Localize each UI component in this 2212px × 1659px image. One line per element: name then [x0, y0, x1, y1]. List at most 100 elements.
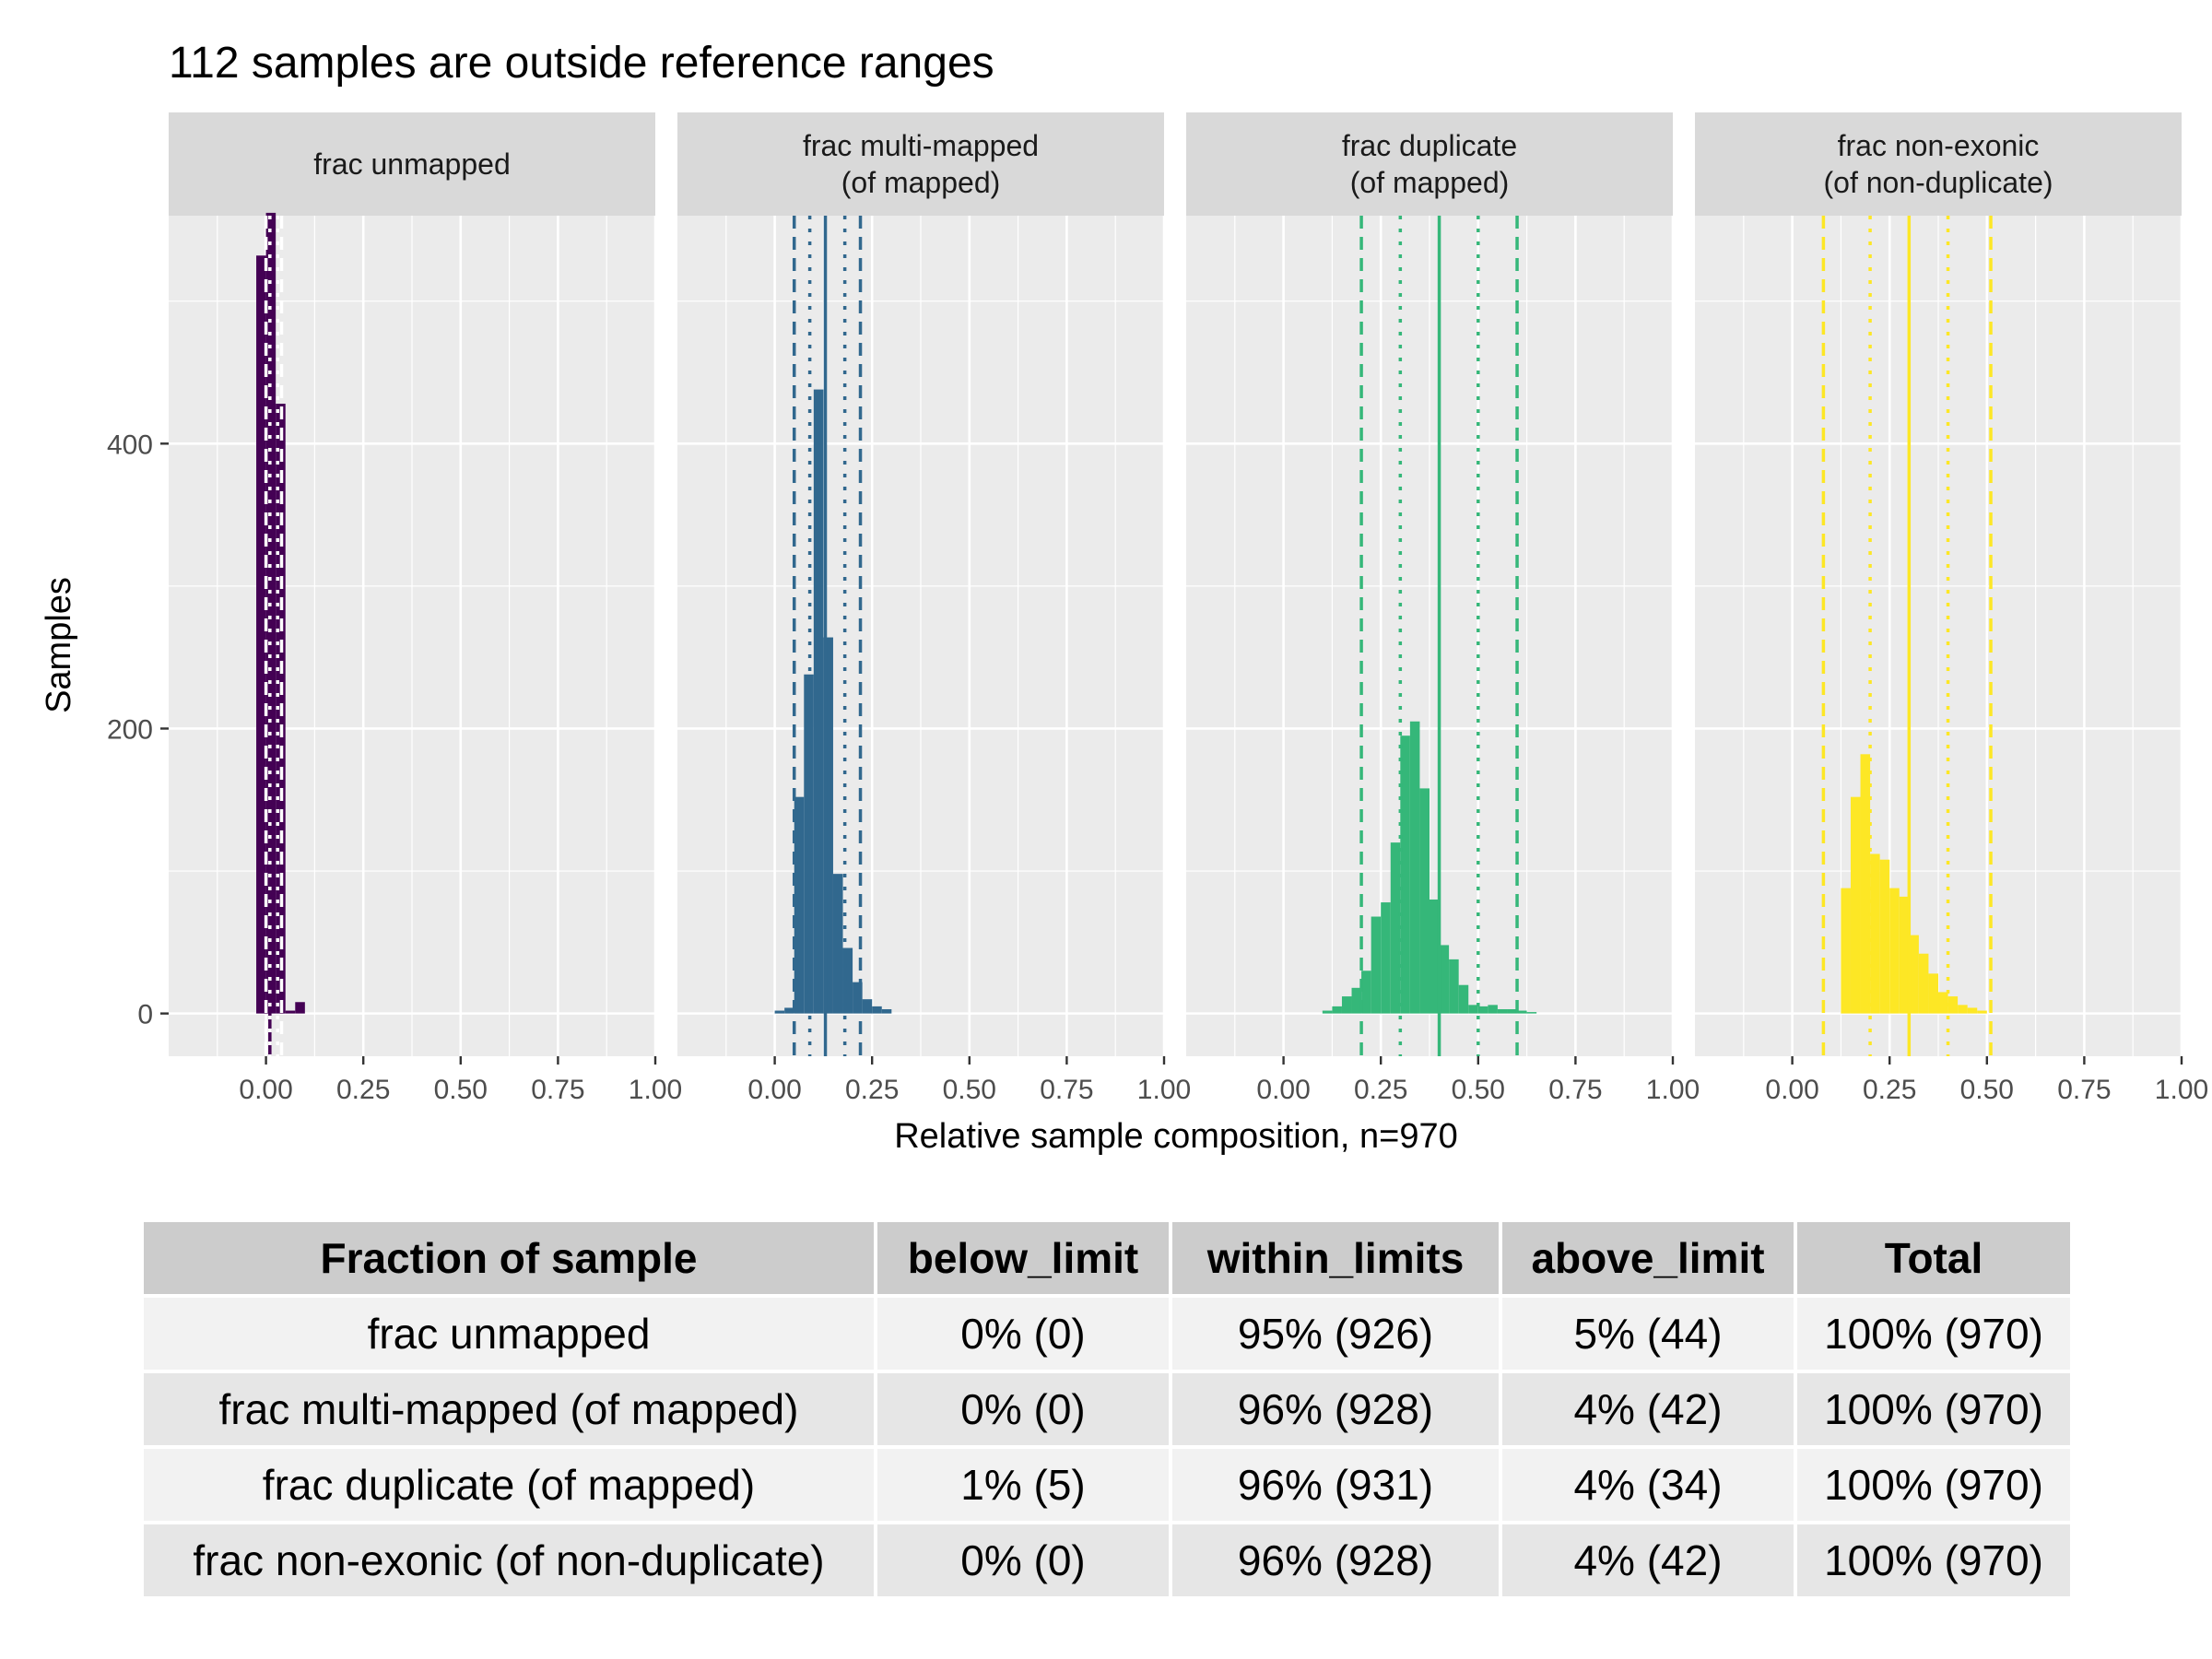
facet-panels: frac unmapped 0.00 0.25 0.50 0.75 1.00 frac mu…	[169, 112, 2208, 1105]
histogram-bar	[1400, 735, 1410, 1014]
histogram-bar	[804, 674, 814, 1014]
histogram-bar	[1381, 902, 1391, 1014]
histogram-bar	[1899, 896, 1910, 1014]
table-cell: 1% (5)	[877, 1449, 1169, 1521]
facet-strip-label-line: (of mapped)	[841, 166, 1001, 199]
histogram-bar	[1477, 1006, 1488, 1014]
summary-table: Fraction of sample below_limit within_li…	[140, 1218, 2074, 1600]
histogram-bar	[1488, 1005, 1498, 1014]
facet-strip-label-line: frac duplicate	[1342, 129, 1517, 162]
histogram-bar	[1341, 996, 1352, 1014]
histogram-bar	[784, 1007, 794, 1014]
x-tick-label: 0.25	[845, 1075, 899, 1105]
table-cell: 96% (928)	[1172, 1373, 1499, 1445]
histogram-bar	[1497, 1008, 1508, 1014]
facet-strip	[1186, 112, 1673, 216]
table-cell: 100% (970)	[1797, 1524, 2070, 1596]
histogram-bar	[1449, 959, 1459, 1014]
facet-strip	[169, 112, 655, 216]
table-cell: frac non-exonic (of non-duplicate)	[144, 1524, 874, 1596]
histogram-bar	[1371, 916, 1382, 1014]
table-cell: 0% (0)	[877, 1524, 1169, 1596]
histogram-bar	[1517, 1010, 1527, 1014]
table-row: frac non-exonic (of non-duplicate) 0% (0…	[144, 1524, 2070, 1596]
histogram-bar	[842, 947, 853, 1014]
table-cell: frac multi-mapped (of mapped)	[144, 1373, 874, 1445]
table-cell: 4% (42)	[1502, 1524, 1794, 1596]
table-cell: 96% (931)	[1172, 1449, 1499, 1521]
x-tick-label: 0.00	[747, 1075, 801, 1105]
histogram-bar	[1419, 788, 1430, 1014]
histogram-bar	[295, 1002, 305, 1014]
facet-strip-label-line: (of mapped)	[1350, 166, 1510, 199]
histogram-bar	[853, 982, 863, 1014]
facet-strip-label-line: frac non-exonic	[1838, 129, 2040, 162]
x-axis-title: Relative sample composition, n=970	[894, 1117, 1458, 1156]
header-above-limit: above_limit	[1502, 1222, 1794, 1294]
histogram-bar	[1409, 721, 1420, 1014]
x-tick-label: 0.75	[1040, 1075, 1093, 1105]
histogram-bar	[1390, 842, 1401, 1014]
histogram-bar	[1507, 1008, 1518, 1014]
facet-strip-label-line: frac multi-mapped	[803, 129, 1039, 162]
histogram-bar	[1977, 1010, 1987, 1014]
table-cell: 5% (44)	[1502, 1298, 1794, 1370]
histogram-bar	[813, 389, 824, 1014]
histogram-bar	[285, 1010, 296, 1014]
table-cell: frac unmapped	[144, 1298, 874, 1370]
header-total: Total	[1797, 1222, 2070, 1294]
histogram-bar	[774, 1010, 785, 1014]
histogram-bar	[1870, 853, 1880, 1014]
facet-strip-label: frac non-exonic (of non-duplicate)	[1823, 129, 2053, 199]
x-tick-label: 1.00	[629, 1075, 682, 1105]
histogram-bar	[862, 999, 873, 1014]
histogram-bar	[1430, 899, 1440, 1014]
table-cell: 4% (42)	[1502, 1373, 1794, 1445]
table-row: frac multi-mapped (of mapped) 0% (0) 96%…	[144, 1373, 2070, 1445]
histogram-bar	[1439, 945, 1450, 1014]
histogram-bar	[1909, 935, 1919, 1014]
histogram-bar	[1889, 888, 1900, 1014]
histogram-bar	[1860, 754, 1871, 1014]
table-row: frac duplicate (of mapped) 1% (5) 96% (9…	[144, 1449, 2070, 1521]
histogram-bar	[1947, 996, 1959, 1014]
table-cell: 100% (970)	[1797, 1298, 2070, 1370]
y-axis: 0 200 400	[107, 429, 169, 1030]
facet-strip	[677, 112, 1164, 216]
table-cell: 96% (928)	[1172, 1524, 1499, 1596]
histogram-bar	[1526, 1012, 1537, 1014]
histogram-bar	[1928, 973, 1938, 1014]
x-tick-label: 0.25	[1354, 1075, 1407, 1105]
histogram-bar	[823, 637, 833, 1014]
table-row: frac unmapped 0% (0) 95% (926) 5% (44) 1…	[144, 1298, 2070, 1370]
x-tick-label: 0.50	[434, 1075, 488, 1105]
facet-panel: frac non-exonic (of non-duplicate) 0.00 0.2…	[1695, 112, 2208, 1105]
facet-strip-label: frac unmapped	[313, 147, 510, 181]
x-tick-label: 0.75	[1548, 1075, 1602, 1105]
y-tick-label: 400	[107, 429, 153, 460]
histogram-bar	[1938, 992, 1948, 1014]
header-below-limit: below_limit	[877, 1222, 1169, 1294]
header-within-limits: within_limits	[1172, 1222, 1499, 1294]
table-cell: 0% (0)	[877, 1298, 1169, 1370]
x-tick-label: 0.00	[239, 1075, 292, 1105]
histogram-bar	[881, 1008, 892, 1014]
table-cell: frac duplicate (of mapped)	[144, 1449, 874, 1521]
facet-strip-label-line: frac unmapped	[313, 147, 510, 181]
x-tick-label: 0.50	[1452, 1075, 1505, 1105]
y-tick-label: 0	[137, 1000, 153, 1030]
facet-strip-label: frac duplicate (of mapped)	[1342, 129, 1517, 199]
histogram-bar	[1322, 1010, 1333, 1014]
x-tick-label: 0.75	[2057, 1075, 2111, 1105]
facet-panel: frac duplicate (of mapped) 0.00 0.25 0.50 0.7…	[1186, 112, 1700, 1105]
histogram-bar	[1918, 953, 1929, 1014]
histogram-bar	[1841, 888, 1851, 1014]
x-tick-label: 0.00	[1765, 1075, 1818, 1105]
histogram-bar	[1458, 984, 1469, 1014]
histogram-bar	[1351, 987, 1362, 1014]
chart-title: 112 samples are outside reference ranges	[169, 39, 994, 88]
table-cell: 4% (34)	[1502, 1449, 1794, 1521]
table-cell: 100% (970)	[1797, 1449, 2070, 1521]
histogram-bar	[1850, 796, 1861, 1014]
